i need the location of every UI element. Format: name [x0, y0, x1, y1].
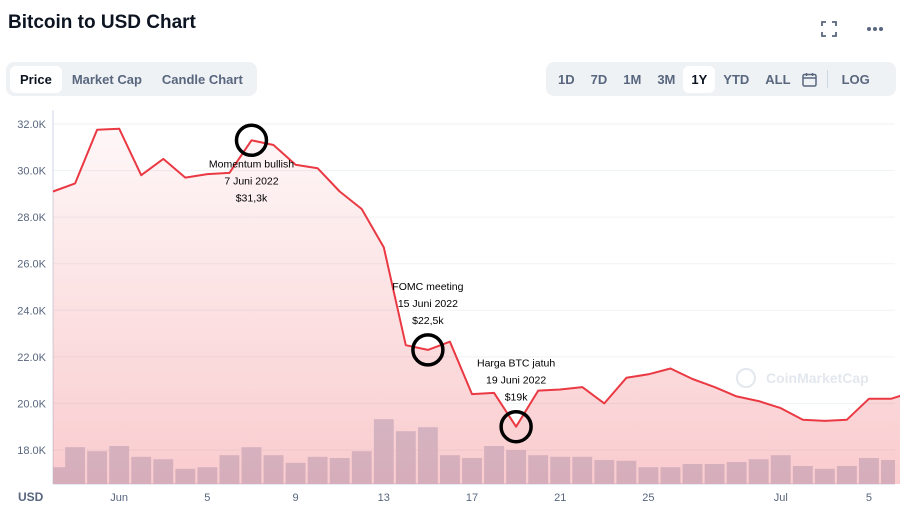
range-7d[interactable]: 7D [590, 71, 608, 87]
tab-price[interactable]: Price [10, 65, 62, 93]
range-1y[interactable]: 1Y [683, 65, 716, 93]
annotation-text: Harga BTC jatuh [477, 358, 555, 370]
annotation-text: 7 Juni 2022 [224, 175, 278, 187]
annotation-text: $19k [505, 392, 529, 404]
x-tick-label: Jul [774, 492, 788, 504]
watermark-logo-icon [736, 368, 756, 388]
annotation-marker [234, 123, 269, 158]
fullscreen-icon[interactable] [818, 18, 840, 40]
time-range-tabs: 1D 7D 1M 3M 1Y YTD ALL LOG [546, 62, 896, 96]
annotation-text: Momentum bullish [209, 158, 294, 170]
range-divider [826, 70, 828, 88]
x-tick-label: Jun [110, 492, 128, 504]
y-tick-label: 22.0K [17, 352, 46, 364]
chart-type-tabs: Price Market Cap Candle Chart [6, 62, 257, 96]
annotation-text: $22,5k [412, 315, 444, 327]
currency-label: USD [18, 490, 44, 504]
annotation-text: 15 Juni 2022 [398, 298, 458, 310]
x-tick-label: 13 [378, 492, 390, 504]
tab-candle-chart[interactable]: Candle Chart [161, 71, 243, 87]
x-tick-label: 5 [866, 492, 872, 504]
price-line [52, 127, 900, 428]
range-3m[interactable]: 3M [657, 71, 676, 87]
range-all[interactable]: ALL [765, 71, 791, 87]
y-tick-label: 24.0K [17, 305, 46, 317]
tab-market-cap[interactable]: Market Cap [71, 71, 142, 87]
y-tick-label: 30.0K [17, 166, 46, 178]
y-tick-label: 28.0K [17, 212, 46, 224]
y-tick-label: 18.0K [17, 445, 46, 457]
price-area [53, 128, 900, 484]
more-icon[interactable] [864, 18, 886, 40]
y-tick-label: 26.0K [17, 259, 46, 271]
x-tick-label: 17 [466, 492, 478, 504]
x-tick-label: 5 [204, 492, 210, 504]
annotation-text: FOMC meeting [392, 281, 463, 293]
watermark-text: CoinMarketCap [766, 370, 869, 386]
annotation-marker [499, 409, 533, 444]
chart-title: Bitcoin to USD Chart [8, 12, 196, 33]
range-1m[interactable]: 1M [623, 71, 642, 87]
log-toggle[interactable]: LOG [841, 71, 870, 87]
annotation-text: $31,3k [236, 192, 268, 204]
range-ytd[interactable]: YTD [723, 71, 750, 87]
range-1d[interactable]: 1D [558, 71, 575, 87]
annotation-marker [411, 333, 445, 367]
annotation-text: 19 Juni 2022 [486, 375, 546, 387]
calendar-icon[interactable] [799, 68, 821, 90]
y-tick-label: 20.0K [17, 398, 46, 410]
x-tick-label: 9 [293, 492, 299, 504]
x-tick-label: 25 [642, 492, 654, 504]
x-tick-label: 21 [554, 492, 566, 504]
y-tick-label: 32.0K [17, 119, 46, 131]
header-actions [818, 18, 886, 40]
